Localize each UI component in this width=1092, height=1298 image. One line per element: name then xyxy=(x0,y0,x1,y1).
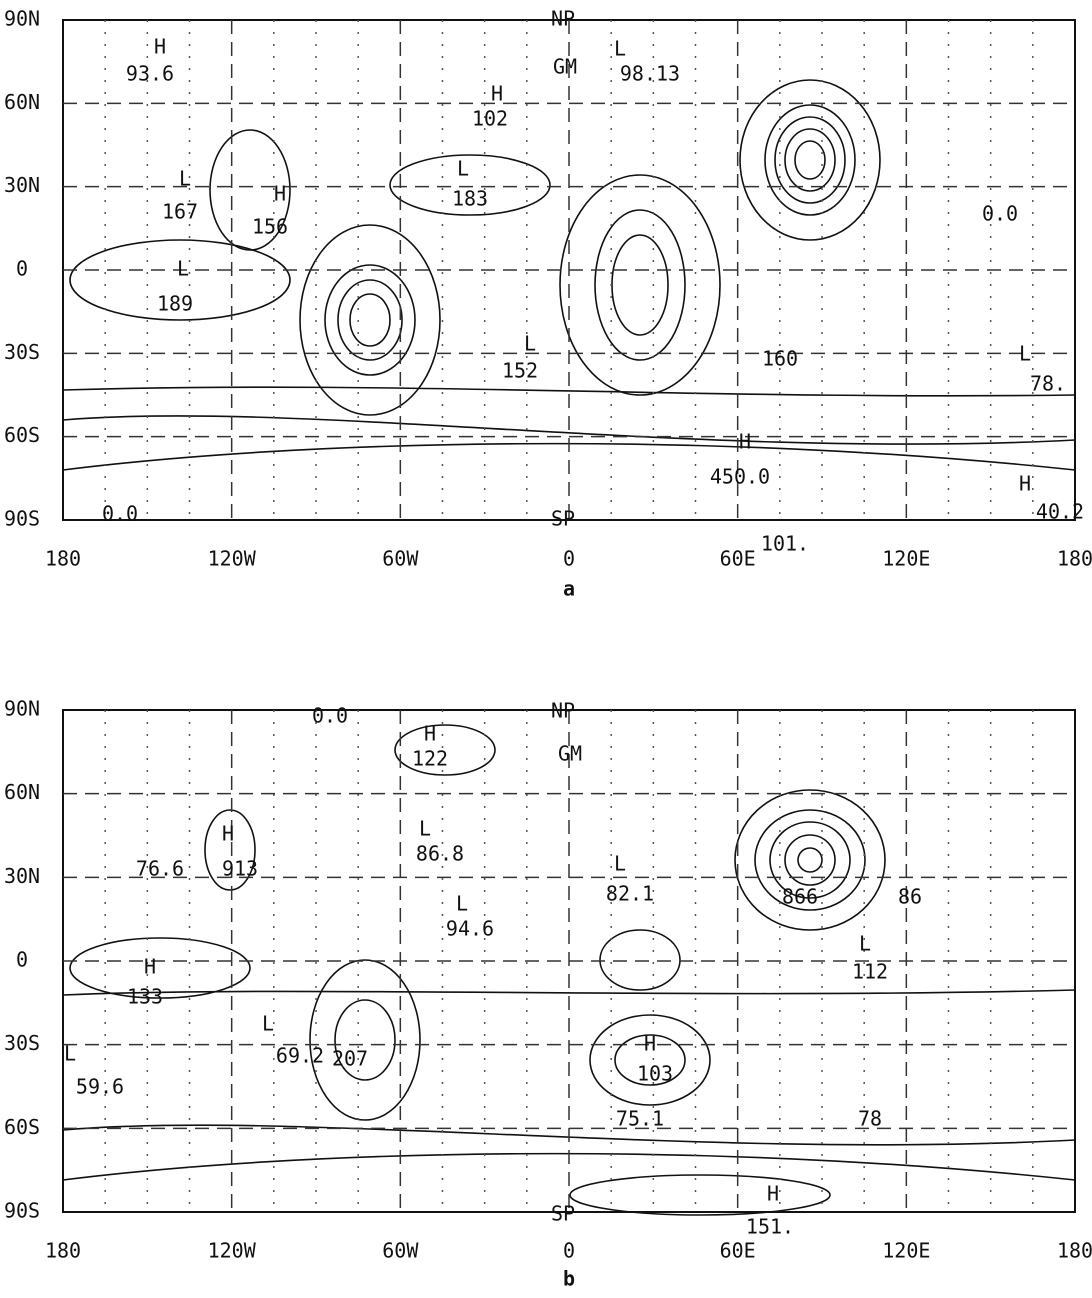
contour-label: 94.6 xyxy=(446,917,494,941)
contour-label: H xyxy=(644,1032,656,1056)
x-tick-label: 120W xyxy=(208,1239,257,1263)
y-tick-label: 30S xyxy=(4,340,40,364)
contour-label: 133 xyxy=(127,985,163,1009)
x-tick-label: 120E xyxy=(882,1239,930,1263)
contour-label: 102 xyxy=(472,107,508,131)
panel-caption: b xyxy=(563,1267,575,1291)
x-tick-label: 0 xyxy=(563,547,575,571)
y-tick-label: 60S xyxy=(4,1115,40,1139)
contour-label: L xyxy=(457,157,469,181)
y-tick-label: 30N xyxy=(4,864,40,888)
contour-label: 0.0 xyxy=(982,202,1018,226)
contour-label: 75.1 xyxy=(616,1107,664,1131)
contour-label: L xyxy=(64,1042,76,1066)
contour-label: NP xyxy=(551,7,575,31)
contour-label: 152 xyxy=(502,359,538,383)
contour-label: 0.0 xyxy=(312,704,348,728)
contour-label: 82.1 xyxy=(606,882,654,906)
contour-label: 183 xyxy=(452,187,488,211)
y-tick-label: 90N xyxy=(4,7,40,31)
y-tick-label: 90S xyxy=(4,1199,40,1223)
contour-label: 151. xyxy=(746,1215,794,1239)
contour-label: H xyxy=(274,182,286,206)
contour-label: L xyxy=(456,892,468,916)
contour-label: 189 xyxy=(157,292,193,316)
contour-label: L xyxy=(614,37,626,61)
y-tick-label: 0 xyxy=(16,257,28,281)
contour-label: 86 xyxy=(898,885,922,909)
contour-label: 160 xyxy=(762,347,798,371)
contour-label: L xyxy=(179,167,191,191)
contour-label: H xyxy=(739,430,751,454)
contour-label: H xyxy=(424,722,436,746)
contour-label: L xyxy=(1019,342,1031,366)
contour-label: 450.0 xyxy=(710,465,770,489)
contour-label: 101. xyxy=(761,532,809,556)
contour-label: L xyxy=(177,257,189,281)
contour-label: 93.6 xyxy=(126,62,174,86)
contour-label: 122 xyxy=(412,747,448,771)
contour-label: H xyxy=(491,82,503,106)
contour-label: 59.6 xyxy=(76,1075,124,1099)
y-tick-label: 60S xyxy=(4,423,40,447)
y-tick-label: 0 xyxy=(16,948,28,972)
contour-label: H xyxy=(154,35,166,59)
contour-label: 156 xyxy=(252,215,288,239)
contour-label: 40.2 xyxy=(1036,500,1084,524)
contour-label: 103 xyxy=(637,1062,673,1086)
x-tick-label: 0 xyxy=(563,1239,575,1263)
x-tick-label: 180 xyxy=(1057,547,1092,571)
x-tick-label: 180 xyxy=(45,1239,81,1263)
contour-label: L xyxy=(419,817,431,841)
contour-label: 86.8 xyxy=(416,842,464,866)
x-tick-label: 180 xyxy=(1057,1239,1092,1263)
contour-label: SP xyxy=(551,1202,575,1226)
contour-label: L xyxy=(262,1012,274,1036)
contour-label: GM xyxy=(553,55,577,79)
contour-label: 76.6 xyxy=(136,857,184,881)
contour-label: 207 xyxy=(332,1047,368,1071)
contour-label: H xyxy=(767,1182,779,1206)
x-tick-label: 120W xyxy=(208,547,257,571)
y-tick-label: 90N xyxy=(4,697,40,721)
contour-label: 69.2 xyxy=(276,1044,324,1068)
contour-label: SP xyxy=(551,507,575,531)
contour-label: H xyxy=(222,822,234,846)
contour-label: GM xyxy=(558,742,582,766)
contour-label: H xyxy=(144,955,156,979)
contour-label: 167 xyxy=(162,200,198,224)
contour-label: 866 xyxy=(782,885,818,909)
y-tick-label: 60N xyxy=(4,90,40,114)
figure: 180 120W 60W 0 60E 120E 180 90N 60N 30N 0 30S 60S 90S… xyxy=(0,0,1092,1294)
contour-label: L xyxy=(524,332,536,356)
x-tick-label: 60W xyxy=(382,1239,419,1263)
contour-label: L xyxy=(614,852,626,876)
contour-label: 78 xyxy=(858,1107,882,1131)
x-tick-label: 180 xyxy=(45,547,81,571)
x-tick-label: 60E xyxy=(720,1239,756,1263)
contour-label: 913 xyxy=(222,857,258,881)
contour-label: NP xyxy=(551,699,575,723)
y-tick-label: 30S xyxy=(4,1031,40,1055)
y-tick-label: 60N xyxy=(4,780,40,804)
y-tick-label: 30N xyxy=(4,173,40,197)
contour-label: H xyxy=(1019,472,1031,496)
x-tick-label: 60W xyxy=(382,547,419,571)
contour-label: L xyxy=(859,932,871,956)
contour-label: 112 xyxy=(852,960,888,984)
contour-label: 0.0 xyxy=(102,502,138,526)
contour-label: 98.13 xyxy=(620,62,680,86)
y-tick-label: 90S xyxy=(4,507,40,531)
contour-label: 78. xyxy=(1030,372,1066,396)
x-tick-label: 60E xyxy=(720,547,756,571)
panel-caption: a xyxy=(563,577,575,601)
x-tick-label: 120E xyxy=(882,547,930,571)
